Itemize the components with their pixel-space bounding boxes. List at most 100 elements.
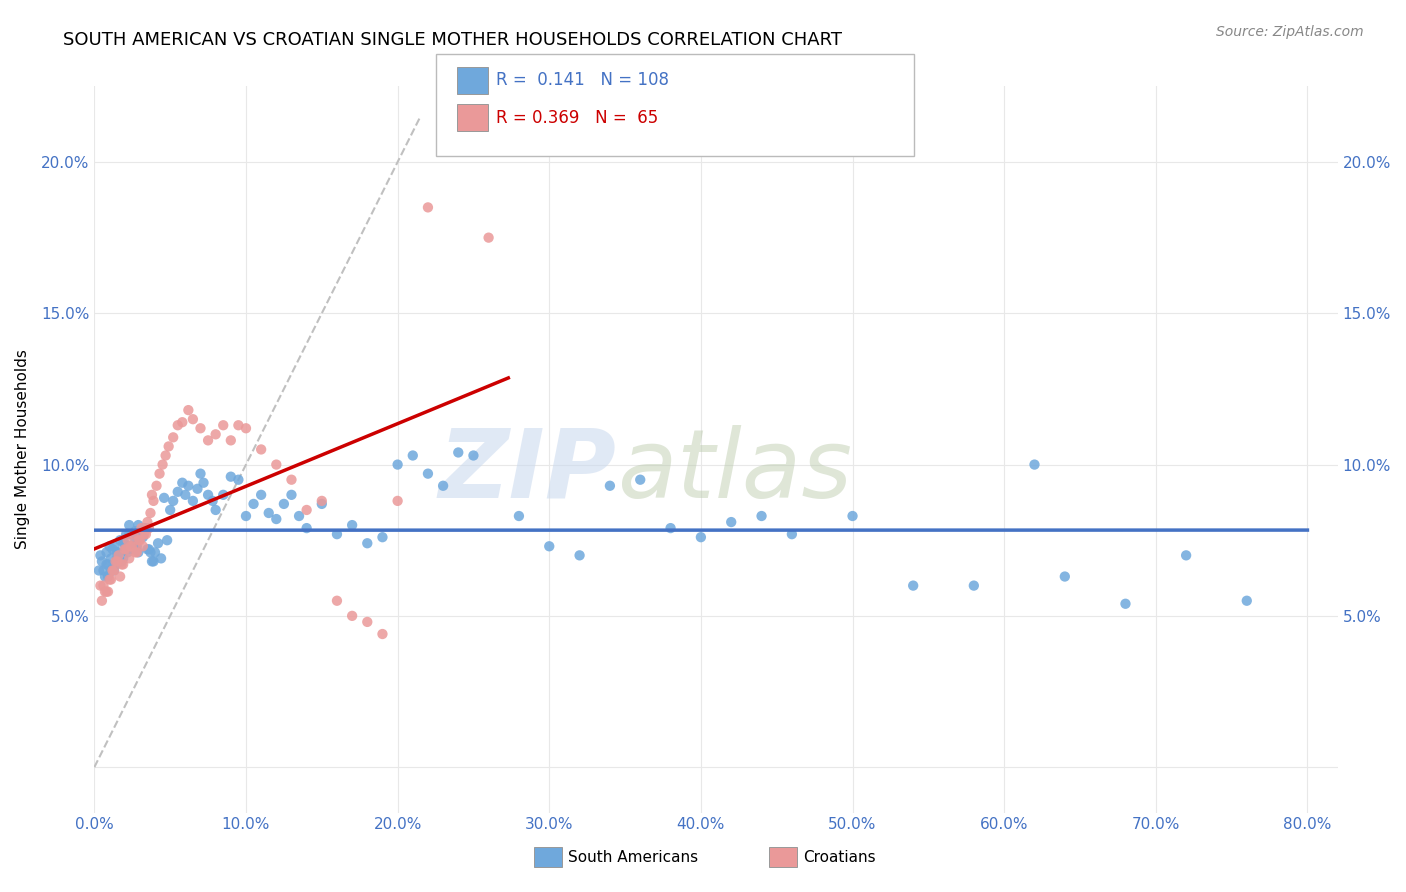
Point [141,554,163,568]
Point [901,579,924,593]
Point [89,579,111,593]
Point [112,558,135,572]
Point [100,551,122,566]
Point [96,584,118,599]
Point [166,418,188,433]
Point [141,488,163,502]
Y-axis label: Single Mother Households: Single Mother Households [15,350,30,549]
Point [104,558,127,572]
Point [172,415,194,429]
Point [142,494,165,508]
Point [257,506,280,520]
Point [181,494,204,508]
Point [103,539,125,553]
Point [235,508,257,523]
Point [132,539,155,553]
Point [155,449,177,463]
Point [118,518,141,533]
Point [841,508,863,523]
Point [118,551,141,566]
Text: R =  0.141   N = 108: R = 0.141 N = 108 [496,71,669,89]
Point [157,439,180,453]
Text: atlas: atlas [617,425,852,517]
Point [780,527,803,541]
Point [963,579,986,593]
Point [508,508,530,523]
Point [131,527,153,541]
Point [128,533,150,548]
Point [181,412,204,426]
Point [131,521,153,535]
Point [112,536,135,550]
Point [121,527,143,541]
Point [266,458,288,472]
Point [122,539,145,553]
Point [219,434,242,448]
Point [463,449,485,463]
Point [162,494,184,508]
Point [190,421,212,435]
Point [96,558,118,572]
Point [127,518,149,533]
Point [690,530,713,544]
Point [720,515,742,529]
Point [266,512,288,526]
Point [387,458,409,472]
Point [162,430,184,444]
Point [204,503,226,517]
Text: R = 0.369   N =  65: R = 0.369 N = 65 [496,109,658,127]
Point [111,554,134,568]
Point [101,542,124,557]
Point [197,488,219,502]
Point [177,479,200,493]
Point [1175,549,1198,563]
Point [659,521,682,535]
Point [153,491,176,505]
Point [124,533,146,548]
Point [135,527,157,541]
Point [628,473,651,487]
Point [1053,569,1076,583]
Point [751,508,773,523]
Point [94,569,117,583]
Point [135,521,157,535]
Point [90,593,112,607]
Point [134,521,156,535]
Point [125,545,148,559]
Point [356,536,378,550]
Point [115,527,138,541]
Point [125,539,148,553]
Point [107,545,129,559]
Point [94,584,117,599]
Point [87,564,110,578]
Point [250,488,273,502]
Point [98,573,121,587]
Point [295,521,318,535]
Point [228,418,250,433]
Point [177,403,200,417]
Point [100,564,122,578]
Point [105,551,128,566]
Point [387,494,409,508]
Point [190,467,212,481]
Point [159,503,181,517]
Point [145,479,167,493]
Point [103,564,125,578]
Point [108,569,131,583]
Point [148,467,170,481]
Point [212,488,235,502]
Point [93,579,115,593]
Point [197,434,219,448]
Point [136,542,159,557]
Point [120,539,142,553]
Point [235,421,257,435]
Point [1024,458,1046,472]
Point [146,536,169,550]
Point [150,551,173,566]
Point [152,458,174,472]
Point [121,542,143,557]
Point [311,497,333,511]
Point [121,539,143,553]
Point [166,484,188,499]
Point [127,545,149,559]
